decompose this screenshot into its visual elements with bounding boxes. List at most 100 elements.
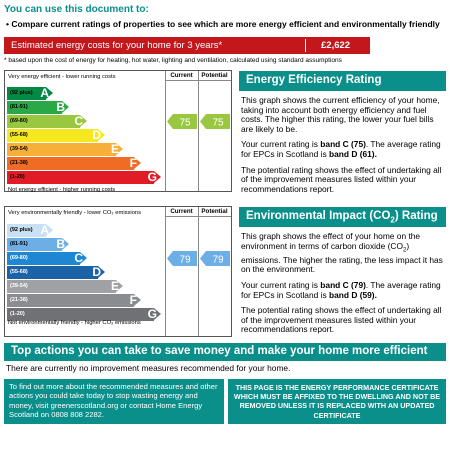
- energy-efficiency-description: This graph shows the current efficiency …: [241, 95, 447, 200]
- current-arrow-shape: [167, 114, 197, 129]
- potential-rating-value: 75: [212, 118, 224, 129]
- band-range-label: (21-38): [10, 297, 28, 303]
- band-arrow-tip: [62, 101, 69, 113]
- document-usage-title: You can use this document to:: [4, 4, 149, 15]
- band-arrow-tip: [98, 129, 105, 141]
- env-title-pre: Environmental Impact (CO: [246, 210, 391, 222]
- env-average-band: band D (59).: [328, 289, 377, 300]
- band-arrow-tip: [98, 266, 105, 278]
- band-letter: A: [40, 86, 49, 100]
- top-scale-label: Very energy efficient - lower running co…: [8, 74, 116, 80]
- band-letter: B: [56, 237, 65, 251]
- band-letter: B: [56, 100, 65, 114]
- col-divider: [165, 207, 166, 336]
- col-divider: [165, 71, 166, 191]
- bottom-scale-label: Not environmentally friendly - higher CO…: [8, 320, 141, 326]
- cost-divider: [305, 39, 306, 52]
- band-letter: D: [92, 128, 101, 142]
- potential-rating-arrow: 79: [200, 251, 230, 266]
- current-rating-arrow: 75: [167, 114, 197, 129]
- rating-band-e: (39-54) E: [7, 142, 123, 156]
- band-range-label: (1-20): [10, 174, 25, 180]
- band-letter: E: [110, 279, 119, 293]
- current-column-header: Current: [170, 72, 193, 79]
- env-title-sub: 2: [390, 215, 395, 225]
- potential-column-header: Potential: [201, 208, 228, 215]
- energy-current-rating-pre: Your current rating is: [241, 139, 321, 150]
- band-range-label: (21-38): [10, 160, 28, 166]
- band-arrow-tip: [154, 171, 161, 183]
- current-arrow-shape: [167, 251, 197, 266]
- band-arrow-tip: [80, 252, 87, 264]
- more-info-box: To find out more about the recommended m…: [4, 379, 224, 424]
- env-current-band: band C (79): [320, 280, 366, 291]
- no-improvements-text: There are currently no improvement measu…: [6, 363, 291, 373]
- current-column-header: Current: [170, 208, 193, 215]
- rating-band-d: (55-68) D: [7, 265, 105, 279]
- band-range-label: (81-91): [10, 241, 28, 247]
- band-letter: E: [110, 142, 119, 156]
- current-rating-arrow: 79: [167, 251, 197, 266]
- potential-arrow-shape: [200, 251, 230, 266]
- rating-band-e: (39-54) E: [7, 279, 123, 293]
- env-p1-pre: This graph shows the effect of your home…: [241, 231, 421, 251]
- rating-band-b: (81-91) B: [7, 237, 69, 251]
- energy-current-band: band C (75): [320, 139, 366, 150]
- energy-cost-label: Estimated energy costs for your home for…: [11, 40, 223, 51]
- band-letter: G: [147, 307, 157, 321]
- energy-paragraph-3: The potential rating shows the effect of…: [241, 164, 442, 194]
- col-divider: [198, 207, 199, 336]
- band-range-label: (69-80): [10, 118, 28, 124]
- potential-column-header: Potential: [201, 72, 228, 79]
- band-range-label: (1-20): [10, 311, 25, 317]
- rating-band-g: (1-20) G: [7, 307, 161, 321]
- rating-band-c: (69-80) C: [7, 251, 87, 265]
- energy-efficiency-heading: Energy Efficiency Rating: [239, 71, 446, 91]
- environmental-impact-description: This graph shows the effect of your home…: [241, 231, 447, 341]
- current-rating-value: 79: [179, 255, 191, 266]
- energy-paragraph-2: Your current rating is band C (75). The …: [241, 140, 447, 159]
- band-range-label: (55-68): [10, 132, 28, 138]
- top-scale-label: Very environmentally friendly - lower CO…: [8, 210, 142, 216]
- band-letter: C: [74, 114, 83, 128]
- band-range-label: (92 plus): [10, 227, 33, 233]
- band-arrow-tip: [154, 308, 161, 320]
- rating-band-f: (21-38) F: [7, 156, 141, 170]
- rating-band-a: (92 plus) A: [7, 86, 53, 100]
- env-average-pre: . The average rating for EPCs in Scotlan…: [241, 280, 441, 300]
- environmental-impact-chart: Current Potential Very environmentally fri…: [4, 206, 232, 337]
- band-arrow-tip: [134, 294, 141, 306]
- cost-footnote: * based upon the cost of energy for heat…: [4, 57, 342, 64]
- header-divider: [165, 80, 231, 81]
- bullet-icon: •: [6, 19, 12, 29]
- band-range-label: (81-91): [10, 104, 28, 110]
- usage-bullet-text: Compare current ratings of properties to…: [11, 19, 440, 29]
- header-divider: [165, 216, 231, 217]
- energy-cost-value: £2,622: [321, 40, 351, 51]
- bottom-scale-label: Not energy efficient - higher running co…: [8, 187, 116, 193]
- env-p1-post: ) emissions. The higher the rating, the …: [241, 240, 443, 275]
- band-letter: F: [129, 293, 137, 307]
- rating-band-g: (1-20) G: [7, 170, 161, 184]
- energy-paragraph-1: This graph shows the current efficiency …: [241, 95, 440, 134]
- potential-arrow-shape: [200, 114, 230, 129]
- band-letter: C: [74, 251, 83, 265]
- col-divider: [198, 71, 199, 191]
- energy-average-band: band D (61).: [328, 148, 377, 159]
- usage-bullet: • Compare current ratings of properties …: [6, 19, 440, 29]
- band-letter: A: [40, 223, 49, 237]
- rating-band-f: (21-38) F: [7, 293, 141, 307]
- current-rating-value: 75: [179, 118, 191, 129]
- band-range-label: (39-54): [10, 283, 28, 289]
- band-letter: F: [129, 156, 137, 170]
- rating-band-c: (69-80) C: [7, 114, 87, 128]
- env-title-post: ) Rating: [394, 210, 438, 222]
- energy-average-pre: . The average rating for EPCs in Scotlan…: [241, 139, 441, 159]
- energy-cost-bar: Estimated energy costs for your home for…: [4, 37, 370, 54]
- energy-efficiency-chart: Current Potential Very energy efficient - …: [4, 70, 232, 193]
- env-paragraph-2: Your current rating is band C (79). The …: [241, 280, 447, 300]
- rating-band-a: (92 plus) A: [7, 223, 53, 237]
- env-current-rating-pre: Your current rating is: [241, 280, 321, 291]
- environmental-impact-heading: Environmental Impact (CO2) Rating: [239, 207, 446, 227]
- env-paragraph-3: The potential rating shows the effect of…: [241, 305, 442, 335]
